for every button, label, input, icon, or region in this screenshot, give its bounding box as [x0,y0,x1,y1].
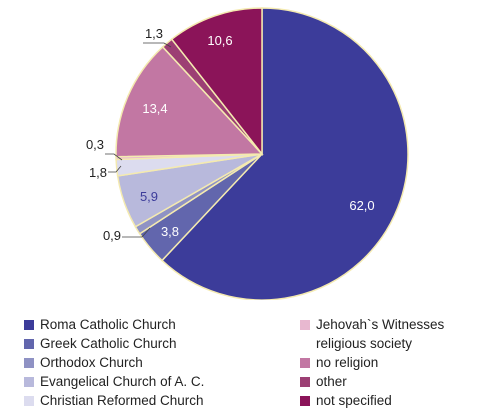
data-label: 3,8 [161,224,179,239]
legend-swatch [24,320,34,330]
legend-label: no religion [316,355,379,370]
legend-label: Greek Catholic Church [40,336,177,351]
leader-line [105,153,123,161]
legend-label: other [316,374,347,389]
pie-slice [115,45,264,158]
data-label: 13,4 [142,101,167,116]
legend-swatch [300,396,310,406]
legend-label: Roma Catholic Church [40,317,176,332]
leader-line [122,227,151,238]
data-label: 1,3 [145,26,163,41]
leader-line [143,42,172,48]
legend-swatch [24,339,34,349]
pie-slice [170,7,263,157]
legend-swatch [300,377,310,387]
legend-label-line2: religious society [316,336,413,351]
legend-swatch [24,358,34,368]
legend-swatch [300,358,310,368]
data-label: 1,8 [89,165,107,180]
pie-chart: 62,0 3,8 0,9 5,9 1,8 0,3 13,4 1,3 10,6 [86,7,409,300]
pie-slice [160,7,409,300]
legend-swatch [24,396,34,406]
leader-line [108,165,122,173]
legend-label: Evangelical Church of A. C. [40,374,205,389]
legend-label: Orthodox Church [40,355,143,370]
legend-label: not specified [316,393,392,408]
data-label: 0,9 [103,228,121,243]
legend-label: Jehovah`s Witnesses [316,317,445,332]
legend-label: Christian Reformed Church [40,393,204,408]
data-label: 10,6 [207,33,232,48]
data-label: 62,0 [349,198,374,213]
legend-swatch [300,320,310,330]
legend-swatch [24,377,34,387]
data-label: 0,3 [86,137,104,152]
data-label: 5,9 [140,189,158,204]
